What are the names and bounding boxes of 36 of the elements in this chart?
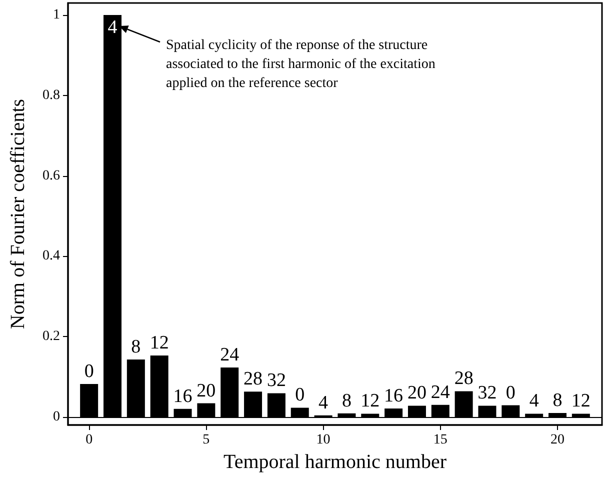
annotation: 16 <box>173 386 192 407</box>
annotation: Spatial cyclicity of the reponse of the structure associated to the first harmonic of the excitation applied on the reference sector <box>166 38 436 91</box>
annotation: 32 <box>478 382 497 404</box>
x-tick-label: 20 <box>550 432 564 448</box>
annotation: 0 <box>84 361 94 382</box>
y-tick-label: 1 <box>53 8 60 23</box>
annotation: 4 <box>108 17 118 38</box>
annotation: 12 <box>360 390 380 412</box>
annotation: 16 <box>384 386 404 407</box>
x-tick-label: 10 <box>316 432 330 448</box>
annotation: 20 <box>196 380 216 402</box>
x-axis-title: Temporal harmonic number <box>224 451 447 473</box>
annotation: 28 <box>244 368 263 390</box>
x-tick-label: 5 <box>202 432 210 448</box>
x-tick-label: 0 <box>86 432 93 448</box>
annotation: 8 <box>131 336 141 358</box>
annotation: 8 <box>342 390 352 412</box>
y-tick-label: 0.2 <box>42 329 60 344</box>
annotation: 32 <box>266 370 286 392</box>
y-tick-label: 0.8 <box>42 88 60 103</box>
annotation: 0 <box>295 384 305 406</box>
annotation: 24 <box>220 344 240 366</box>
annotation: 24 <box>430 382 450 403</box>
annotation: 4 <box>318 392 329 414</box>
annotation: 20 <box>407 382 426 404</box>
y-axis-title: Norm of Fourier coefficients <box>7 98 29 330</box>
annotation: 8 <box>552 390 562 411</box>
annotation: 28 <box>454 368 474 390</box>
annotation: 0 <box>506 382 516 404</box>
x-tick-label: 15 <box>433 432 448 448</box>
annotation: 12 <box>571 390 590 412</box>
y-tick-label: 0.4 <box>42 248 60 264</box>
y-tick-label: 0 <box>53 409 60 424</box>
y-tick-label: 0.6 <box>42 168 60 184</box>
annotation: 12 <box>150 332 169 354</box>
annotation: 4 <box>529 390 540 412</box>
